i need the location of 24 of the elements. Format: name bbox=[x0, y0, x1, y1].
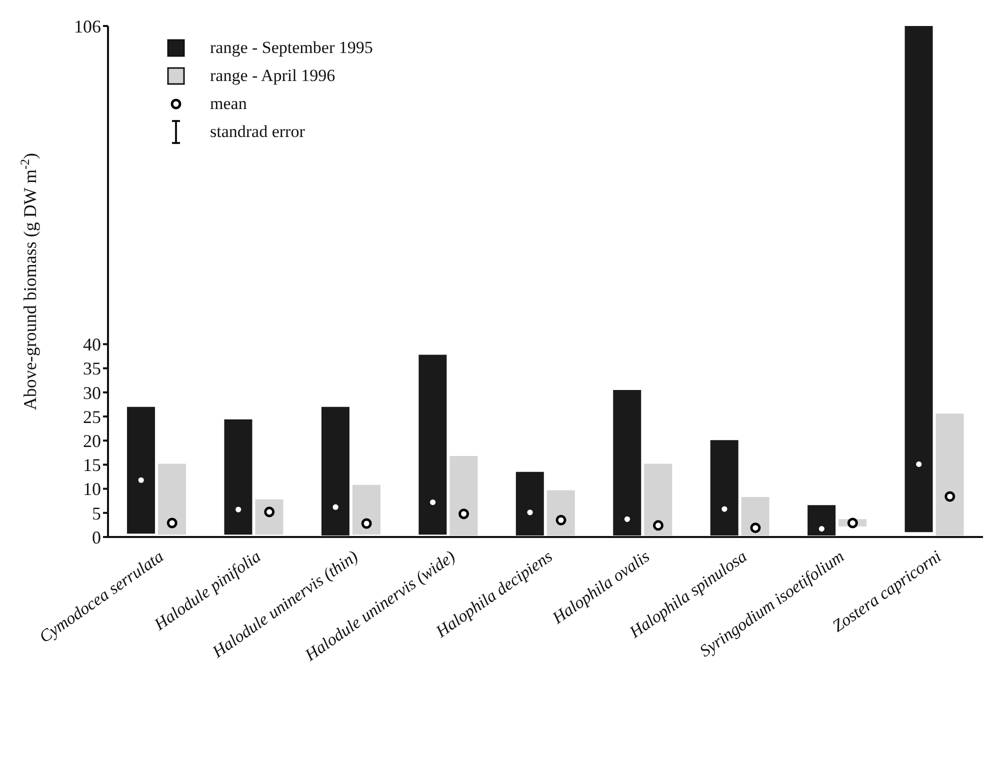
bar bbox=[450, 456, 478, 536]
bar bbox=[644, 464, 672, 536]
y-tick-label: 0 bbox=[92, 527, 101, 548]
y-tick-label: 30 bbox=[83, 382, 101, 403]
bar bbox=[546, 490, 575, 536]
bar bbox=[158, 464, 186, 535]
annotation: standrad error bbox=[210, 121, 305, 143]
bar bbox=[352, 484, 380, 535]
legend-label: range - April 1996 bbox=[210, 65, 336, 87]
y-tick-label: 25 bbox=[83, 406, 101, 427]
y-tick-label: 10 bbox=[83, 479, 101, 500]
bar bbox=[936, 414, 964, 536]
y-tick-label: 106 bbox=[74, 16, 101, 36]
bar bbox=[741, 496, 770, 536]
bar bbox=[904, 26, 933, 532]
bar bbox=[127, 406, 155, 534]
legend-label: mean bbox=[210, 93, 247, 115]
legend-label: range - September 1995 bbox=[210, 37, 373, 59]
y-tick-label: 20 bbox=[83, 430, 101, 451]
y-tick-label: 5 bbox=[92, 503, 101, 524]
bar bbox=[255, 499, 284, 535]
y-tick-label: 35 bbox=[83, 358, 101, 379]
y-tick-label: 15 bbox=[83, 455, 101, 476]
y-tick-label: 40 bbox=[83, 334, 101, 355]
